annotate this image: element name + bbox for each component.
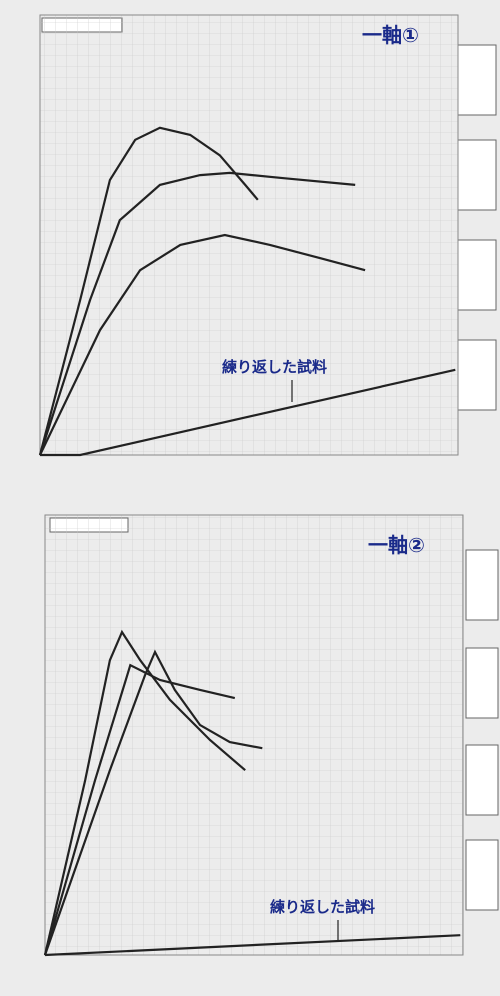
annotation: 練り返した試料	[222, 358, 327, 376]
chart-title: 一軸①	[362, 23, 419, 47]
plot-area	[40, 15, 458, 455]
plot-area	[45, 515, 463, 955]
page: 一軸①練り返した試料一軸②練り返した試料	[0, 0, 500, 996]
chart-title: 一軸②	[368, 533, 425, 557]
annotation: 練り返した試料	[270, 898, 375, 916]
